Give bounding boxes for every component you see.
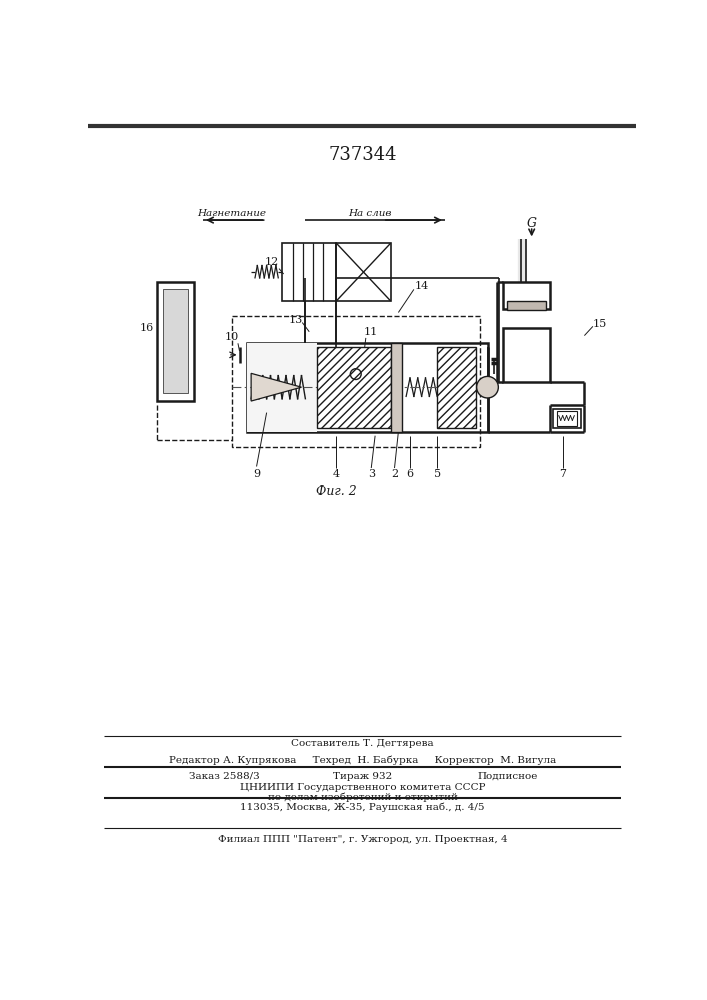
Bar (247, 343, 488, 432)
Text: 13: 13 (289, 315, 303, 325)
Bar (391, 343, 402, 432)
Text: G: G (527, 217, 537, 230)
Text: ЦНИИПИ Государственного комитета СССР: ЦНИИПИ Государственного комитета СССР (240, 783, 486, 792)
Text: Тираж 932: Тираж 932 (333, 772, 392, 781)
Bar (282, 243, 337, 301)
Bar (557, 411, 577, 426)
Bar (317, 347, 391, 428)
Text: Составитель Т. Дегтярева: Составитель Т. Дегтярева (291, 739, 434, 748)
Bar (247, 343, 317, 432)
Bar (554, 409, 580, 428)
Text: 16: 16 (139, 323, 153, 333)
Text: 737344: 737344 (329, 146, 397, 164)
Text: 4: 4 (333, 469, 340, 479)
Text: 2: 2 (391, 469, 398, 479)
Text: 6: 6 (407, 469, 414, 479)
Bar (156, 282, 194, 401)
Bar (437, 347, 476, 428)
Bar (337, 243, 391, 301)
Text: 10: 10 (225, 332, 239, 342)
Bar (507, 301, 546, 310)
Text: 14: 14 (414, 281, 428, 291)
Bar (503, 282, 549, 309)
Bar (163, 289, 188, 393)
Text: На слив: На слив (348, 209, 392, 218)
Text: 11: 11 (364, 327, 378, 337)
Polygon shape (251, 373, 301, 401)
Text: 5: 5 (433, 469, 440, 479)
Text: Фиг. 2: Фиг. 2 (316, 485, 357, 498)
Text: по делам изобретений и открытий: по делам изобретений и открытий (268, 793, 457, 802)
Text: 113035, Москва, Ж-35, Раушская наб., д. 4/5: 113035, Москва, Ж-35, Раушская наб., д. … (240, 803, 485, 812)
Bar (503, 328, 549, 382)
Text: Филиал ППП "Патент", г. Ужгород, ул. Проектная, 4: Филиал ППП "Патент", г. Ужгород, ул. Про… (218, 835, 508, 844)
Circle shape (477, 376, 498, 398)
Text: 7: 7 (559, 469, 566, 479)
Text: 9: 9 (253, 469, 260, 479)
Text: 15: 15 (592, 319, 607, 329)
Text: Заказ 2588/3: Заказ 2588/3 (189, 772, 260, 781)
Text: 3: 3 (368, 469, 375, 479)
Text: Подписное: Подписное (477, 772, 538, 781)
Bar (232, 316, 480, 447)
Text: 12: 12 (265, 257, 279, 267)
Text: Редактор А. Купрякова     Техред  Н. Бабурка     Корректор  М. Вигула: Редактор А. Купрякова Техред Н. Бабурка … (169, 756, 556, 765)
Text: Нагнетание: Нагнетание (197, 209, 267, 218)
